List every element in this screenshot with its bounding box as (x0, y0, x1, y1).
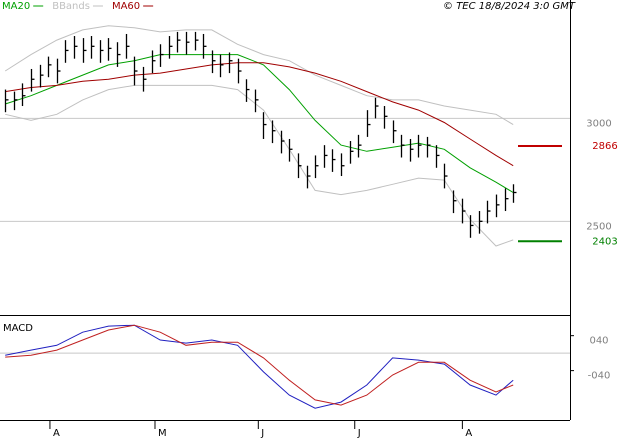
x-tick-label: A (53, 428, 60, 439)
legend-label: BBands (52, 1, 90, 12)
credit: © TEC 18/8/2024 3:0 GMT (443, 1, 576, 12)
y-tick-label: -040 (588, 371, 611, 382)
x-tick-label: M (158, 428, 167, 439)
legend-label: MA60 (112, 1, 140, 12)
indicator-line (4, 25, 514, 126)
level-label: 2866 (592, 141, 617, 152)
y-tick-label: 040 (589, 336, 608, 347)
level-label: 2403 (592, 236, 617, 247)
legend-label: MA20 (2, 1, 30, 12)
macd-title: MACD (3, 323, 33, 334)
indicator-line (5, 54, 514, 193)
y-tick-label: 2500 (586, 221, 611, 232)
indicator-line (5, 62, 514, 167)
x-tick-label: J (260, 428, 264, 439)
y-tick-label: 3000 (586, 118, 611, 129)
x-tick-label: A (465, 428, 472, 439)
indicator-line (5, 84, 514, 247)
x-tick-label: J (357, 428, 361, 439)
macd-line (5, 324, 514, 406)
